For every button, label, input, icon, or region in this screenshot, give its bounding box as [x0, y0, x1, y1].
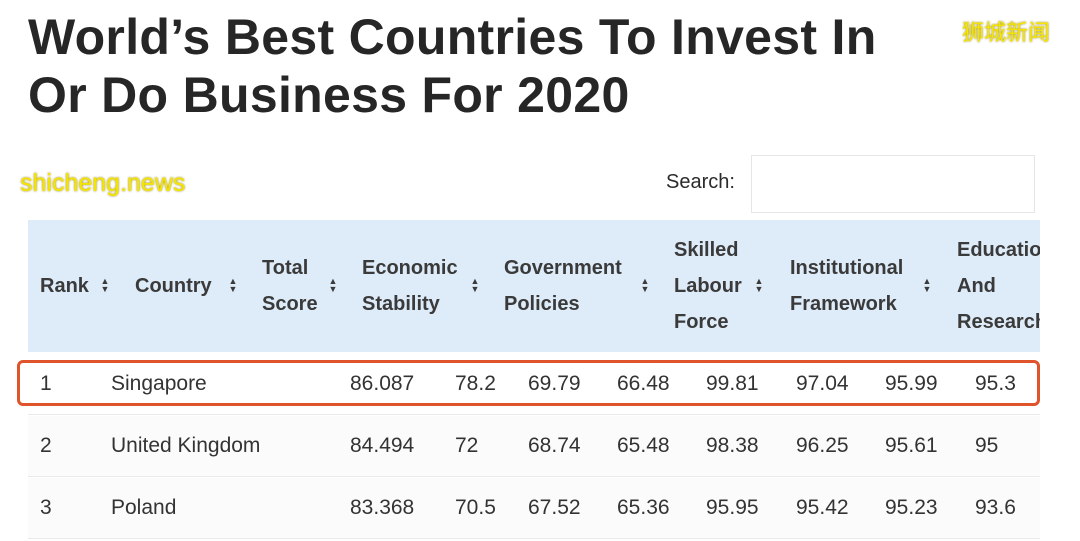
- score-cell: 97.04: [796, 372, 849, 395]
- rank-cell: 2: [40, 434, 52, 457]
- watermark-top: 狮城新闻: [962, 20, 1051, 45]
- header-text: Institutional: [790, 257, 904, 279]
- score-cell: 95.61: [885, 434, 938, 457]
- column-header-rank[interactable]: Rank: [40, 268, 89, 304]
- header-text: Education: [957, 239, 1040, 261]
- search-label: Search:: [666, 171, 735, 193]
- header-text: Policies: [504, 293, 580, 315]
- header-text: And: [957, 275, 996, 297]
- score-cell: 83.368: [350, 496, 415, 519]
- score-cell: 78.2: [455, 372, 496, 395]
- score-cell: 65.36: [617, 496, 670, 519]
- column-header-education-and-research[interactable]: Education And Research: [957, 232, 1040, 340]
- header-text: Framework: [790, 293, 897, 315]
- score-cell: 95: [975, 434, 999, 457]
- sort-icon[interactable]: ▲ ▼: [470, 276, 480, 294]
- search-input[interactable]: [751, 155, 1035, 213]
- sort-icon[interactable]: ▲ ▼: [328, 276, 338, 294]
- sort-icon[interactable]: ▲ ▼: [754, 276, 764, 294]
- header-text: Economic: [362, 257, 458, 279]
- table-row[interactable]: 3 Poland 83.368 70.5 67.52 65.36 95.95 95.42 95.…: [28, 478, 1040, 539]
- header-text: Skilled: [674, 239, 739, 261]
- score-cell: 95.3: [975, 372, 1016, 395]
- sort-icon[interactable]: ▲ ▼: [922, 276, 932, 294]
- header-text: Stability: [362, 293, 440, 315]
- score-cell: 95.42: [796, 496, 849, 519]
- watermark-bottom: shicheng.news: [20, 169, 186, 197]
- column-header-institutional-framework[interactable]: Institutional Framework: [790, 250, 903, 322]
- score-cell: 99.81: [706, 372, 759, 395]
- title-line-1: World’s Best Countries To Invest In: [28, 9, 877, 65]
- country-cell: Singapore: [111, 372, 207, 395]
- column-header-skilled-labour-force[interactable]: Skilled Labour Force: [674, 232, 742, 340]
- country-cell: United Kingdom: [111, 434, 261, 457]
- score-cell: 84.494: [350, 434, 415, 457]
- sort-icon[interactable]: ▲ ▼: [228, 276, 238, 294]
- score-cell: 66.48: [617, 372, 670, 395]
- header-text: Score: [262, 293, 318, 315]
- score-cell: 70.5: [455, 496, 496, 519]
- score-cell: 68.74: [528, 434, 581, 457]
- rank-cell: 1: [40, 372, 52, 395]
- table-header: Rank ▲ ▼ Country ▲ ▼ Total Score ▲ ▼ Economic Stabi…: [28, 220, 1040, 352]
- score-cell: 67.52: [528, 496, 581, 519]
- column-header-economic-stability[interactable]: Economic Stability: [362, 250, 458, 322]
- score-cell: 95.95: [706, 496, 759, 519]
- score-cell: 96.25: [796, 434, 849, 457]
- score-cell: 69.79: [528, 372, 581, 395]
- header-text: Research: [957, 311, 1040, 333]
- header-text: Rank: [40, 275, 89, 297]
- header-text: Country: [135, 275, 212, 297]
- column-header-total-score[interactable]: Total Score: [262, 250, 318, 322]
- score-cell: 86.087: [350, 372, 415, 395]
- column-header-country[interactable]: Country: [135, 268, 212, 304]
- score-cell: 95.99: [885, 372, 938, 395]
- rank-cell: 3: [40, 496, 52, 519]
- score-cell: 95.23: [885, 496, 938, 519]
- score-cell: 65.48: [617, 434, 670, 457]
- score-cell: 98.38: [706, 434, 759, 457]
- header-text: Force: [674, 311, 729, 333]
- sort-icon[interactable]: ▲ ▼: [640, 276, 650, 294]
- header-text: Labour: [674, 275, 742, 297]
- country-cell: Poland: [111, 496, 177, 519]
- table-row[interactable]: 2 United Kingdom 84.494 72 68.74 65.48 98.38 96…: [28, 416, 1040, 477]
- sort-icon[interactable]: ▲ ▼: [100, 276, 110, 294]
- header-text: Government: [504, 257, 622, 279]
- column-header-government-policies[interactable]: Government Policies: [504, 250, 622, 322]
- score-cell: 93.6: [975, 496, 1016, 519]
- header-text: Total: [262, 257, 309, 279]
- title-line-2: Or Do Business For 2020: [28, 67, 630, 123]
- score-cell: 72: [455, 434, 479, 457]
- page-title: World’s Best Countries To Invest In Or Do…: [28, 8, 877, 124]
- highlight-box: [17, 360, 1040, 406]
